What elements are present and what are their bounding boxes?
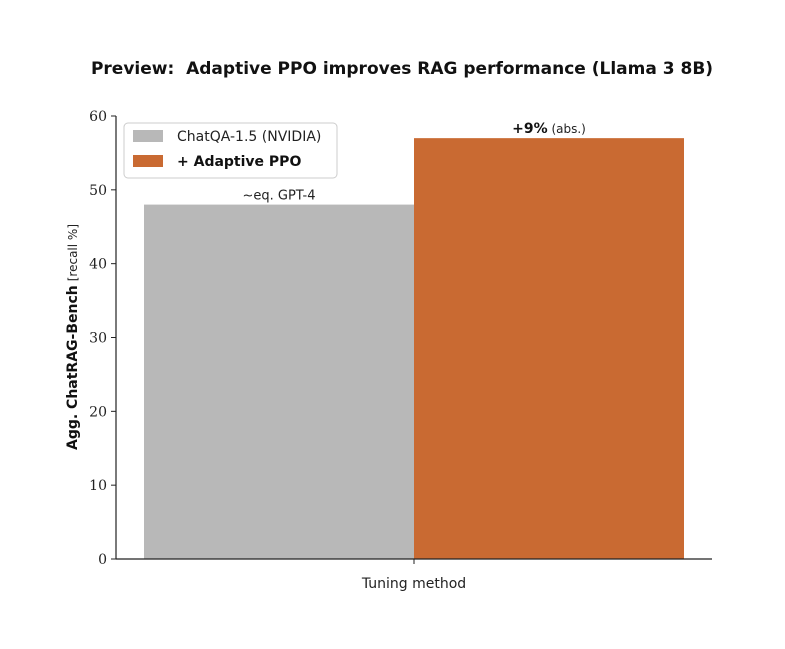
chart-title: Preview: Adaptive PPO improves RAG perfo… [91,59,713,79]
bars-group [144,138,684,559]
bar-chatqa [144,204,414,559]
legend: ChatQA-1.5 (NVIDIA) + Adaptive PPO [123,122,338,179]
y-ticks-group: 0 10 20 30 40 50 60 [89,109,116,568]
y-axis-label: Agg. ChatRAG-Bench [recall %] [65,224,81,450]
legend-swatch-chatqa [133,130,163,142]
annotations-group: ~eq. GPT-4 +9% (abs.) [242,121,585,203]
y-tick-label-10: 10 [89,478,107,494]
y-tick-label-0: 0 [98,552,107,568]
bar-annotation-rest: (abs.) [548,122,586,136]
y-axis-label-unit: [recall %] [66,224,80,281]
y-tick-label-40: 40 [89,257,107,273]
y-tick-label-60: 60 [89,109,107,125]
bar-annotation-chatqa: ~eq. GPT-4 [242,189,315,204]
y-tick-label-50: 50 [89,183,107,199]
legend-swatch-adaptive-ppo [133,155,163,167]
legend-label-adaptive-ppo: + Adaptive PPO [177,154,301,170]
legend-box [123,122,338,179]
bar-annotation-adaptive-ppo: +9% (abs.) [512,121,586,137]
y-axis-label-main: Agg. ChatRAG-Bench [65,285,81,450]
legend-label-chatqa: ChatQA-1.5 (NVIDIA) [177,129,321,145]
bar-adaptive-ppo [414,138,684,559]
y-tick-label-30: 30 [89,331,107,347]
x-axis-label: Tuning method [361,576,466,592]
bar-annotation-bold: +9% [512,121,548,137]
y-tick-label-20: 20 [89,404,107,420]
